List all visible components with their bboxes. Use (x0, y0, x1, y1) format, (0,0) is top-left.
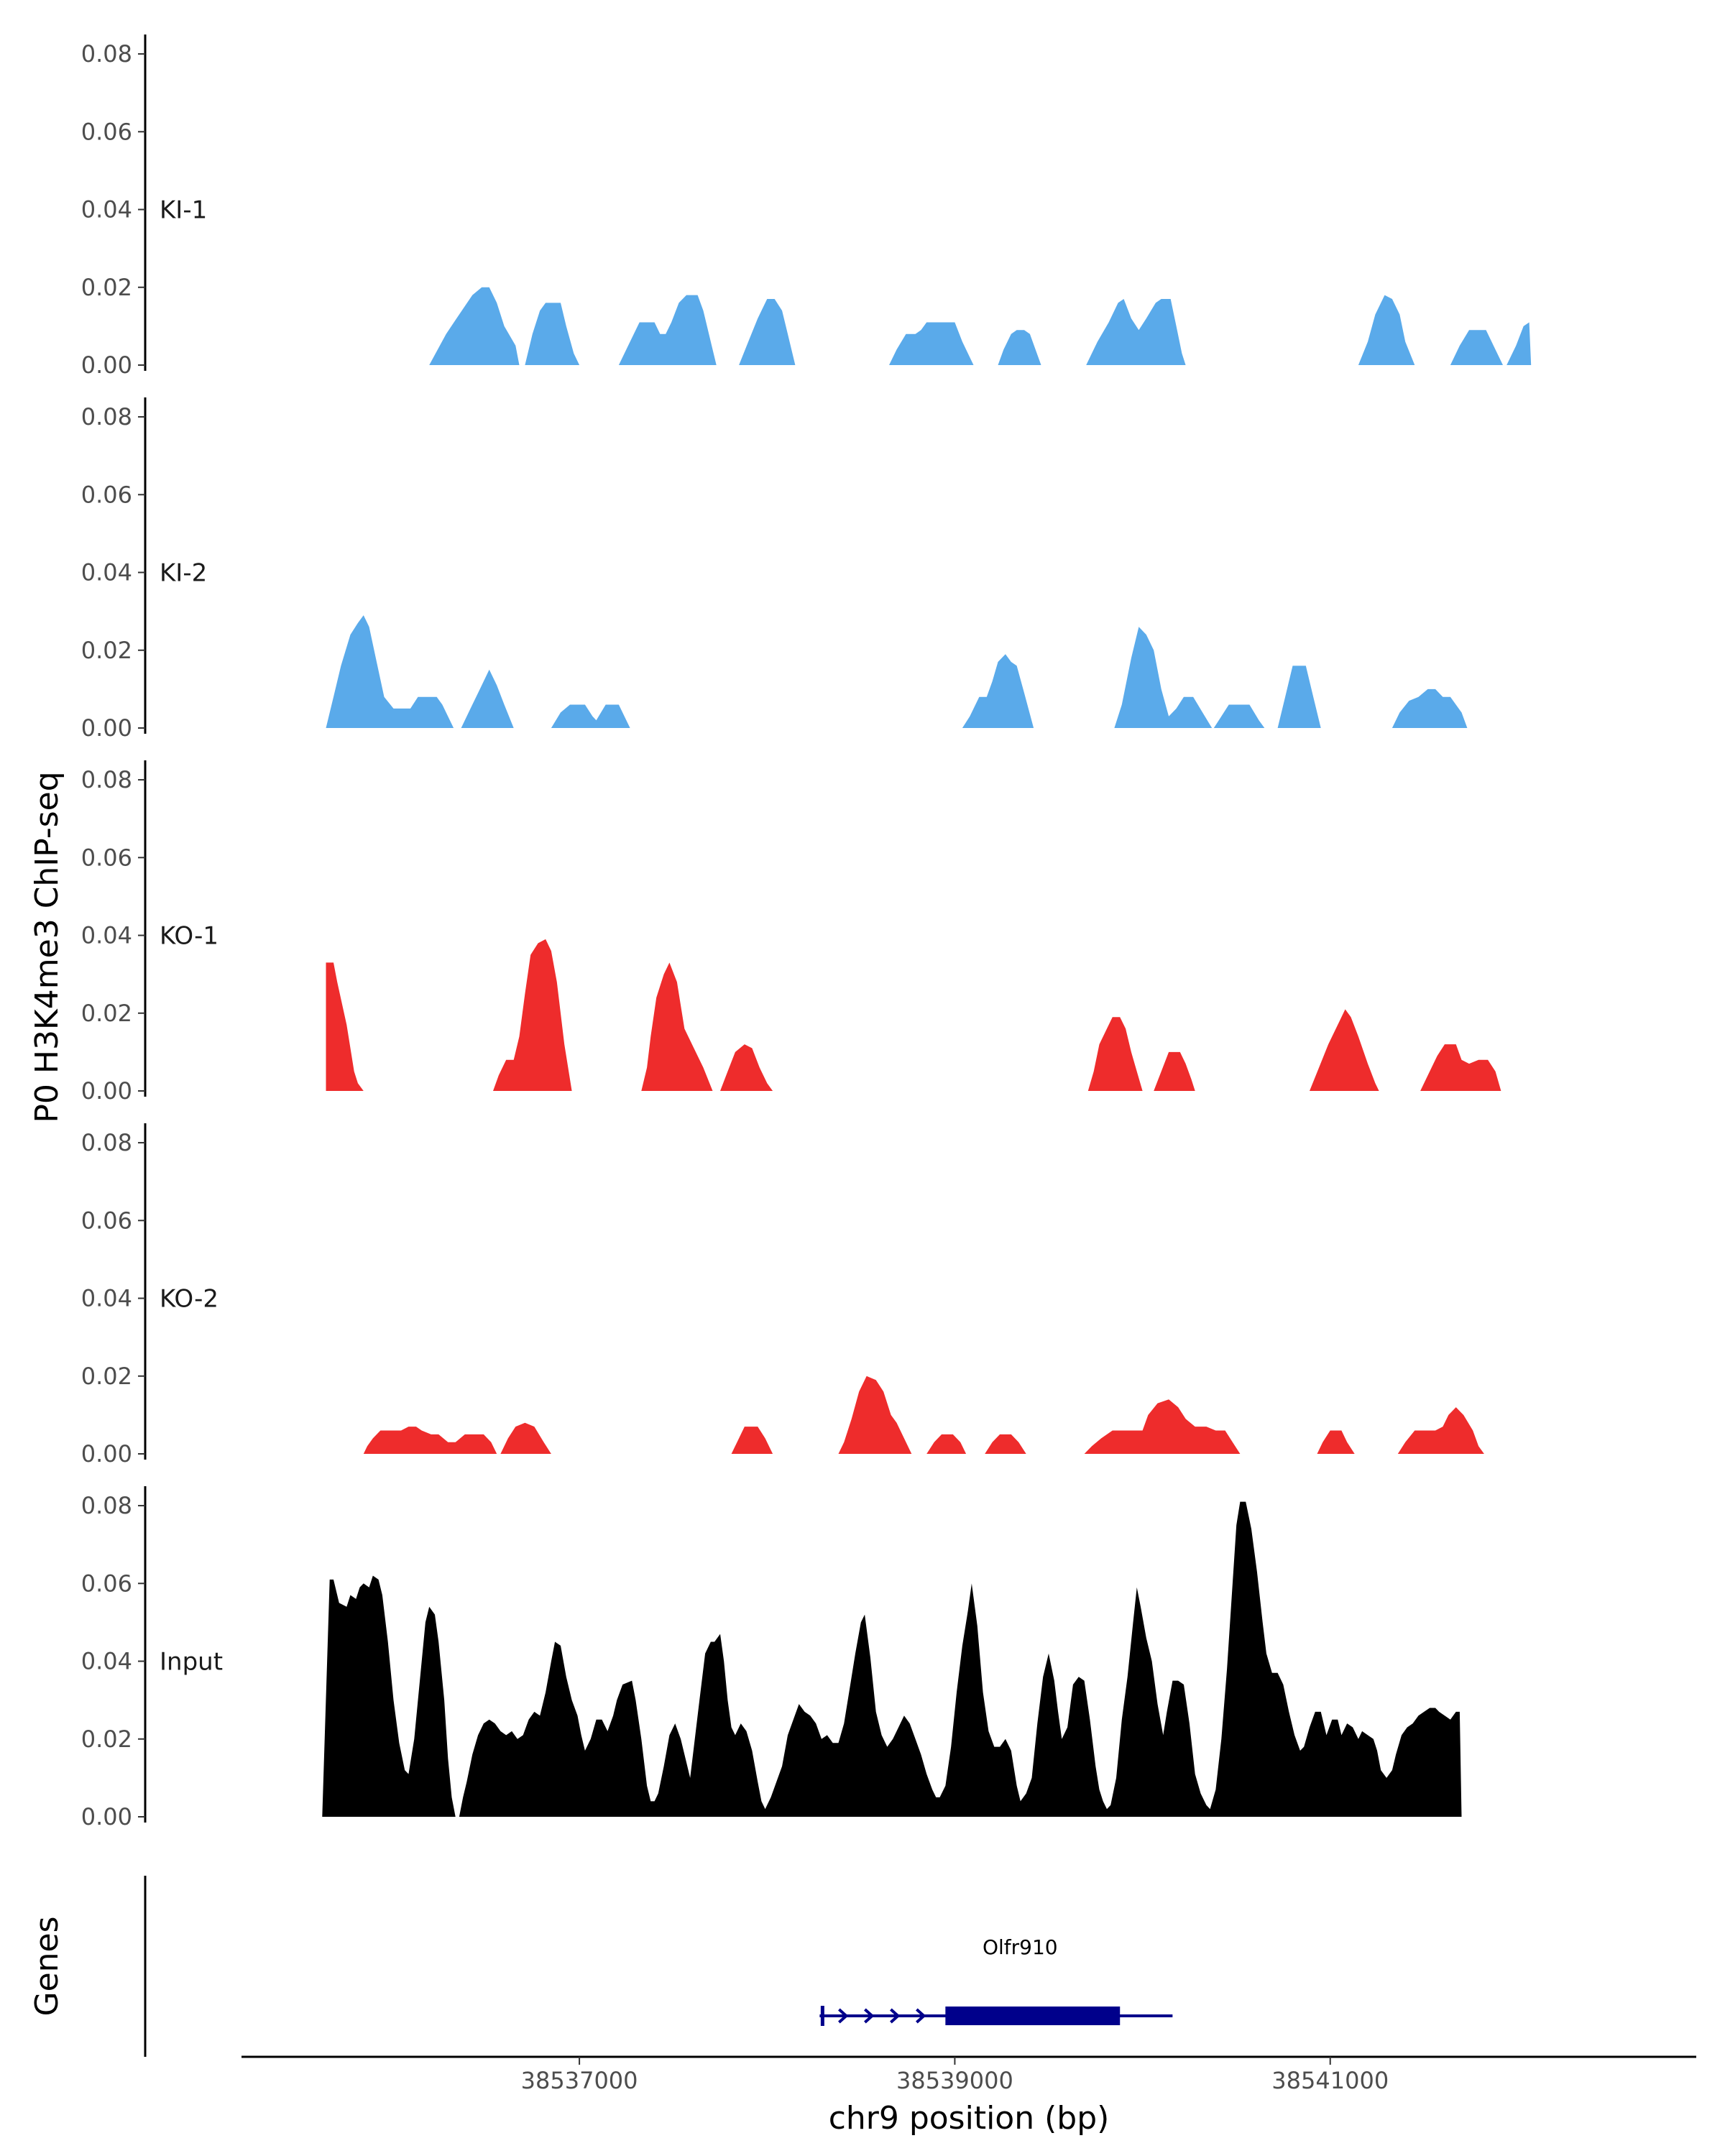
y-tick-label: 0.02 (81, 1363, 132, 1390)
y-tick-label: 0.04 (81, 1648, 132, 1675)
track-label: Input (160, 1648, 223, 1677)
y-tick-label: 0.02 (81, 637, 132, 664)
track-panel-input: 0.00 0.02 0.04 0.06 0.08 Input (81, 1486, 1462, 1830)
y-tick-label: 0.08 (81, 40, 132, 68)
genes-axis-title: Genes (29, 1916, 65, 2016)
x-tick-label: 38537000 (521, 2067, 638, 2094)
strand-arrow (838, 2008, 849, 2024)
signal-area-ko-2 (363, 1376, 1484, 1454)
gene-name-label: Olfr910 (983, 1935, 1058, 1959)
y-tick-label: 0.02 (81, 1000, 132, 1027)
y-tick-label: 0.04 (81, 922, 132, 949)
signal-area-ki-2 (326, 615, 1468, 728)
y-tick-label: 0.00 (81, 1077, 132, 1105)
tracks-layer: 0.00 0.02 0.04 0.06 0.08 KI-1 0.00 0.02 0.04 0.06… (81, 34, 1532, 1830)
strand-arrow (916, 2008, 926, 2024)
strand-arrow (890, 2008, 901, 2024)
track-panel-ko-2: 0.00 0.02 0.04 0.06 0.08 KO-2 (81, 1123, 1484, 1468)
y-tick-label: 0.00 (81, 714, 132, 742)
y-tick-label: 0.06 (81, 481, 132, 508)
y-tick-label: 0.02 (81, 1726, 132, 1753)
y-tick-label: 0.06 (81, 1207, 132, 1234)
y-tick-label: 0.08 (81, 403, 132, 430)
x-axis-title: chr9 position (bp) (829, 2100, 1110, 2137)
track-panel-ki-2: 0.00 0.02 0.04 0.06 0.08 KI-2 (81, 397, 1468, 742)
y-tick-label: 0.00 (81, 1803, 132, 1830)
y-tick-label: 0.08 (81, 766, 132, 793)
signal-area-ko-1 (326, 939, 1527, 1091)
y-axis-title: P0 H3K4me3 ChIP-seq (29, 771, 65, 1123)
y-tick-label: 0.06 (81, 844, 132, 871)
y-tick-label: 0.00 (81, 351, 132, 379)
y-tick-label: 0.04 (81, 196, 132, 224)
track-label: KI-2 (160, 559, 207, 588)
y-tick-label: 0.00 (81, 1440, 132, 1468)
y-tick-label: 0.08 (81, 1492, 132, 1519)
track-label: KO-1 (160, 922, 218, 951)
x-tick-label: 38541000 (1271, 2067, 1389, 2094)
y-tick-label: 0.02 (81, 274, 132, 301)
y-tick-label: 0.06 (81, 1570, 132, 1597)
y-tick-label: 0.04 (81, 559, 132, 586)
signal-area-input (322, 1501, 1462, 1817)
y-tick-label: 0.04 (81, 1285, 132, 1312)
signal-area-ki-1 (429, 287, 1532, 365)
x-tick-label: 38539000 (896, 2067, 1013, 2094)
track-label: KO-2 (160, 1285, 218, 1314)
track-panel-ko-1: 0.00 0.02 0.04 0.06 0.08 KO-1 (81, 760, 1527, 1105)
y-tick-label: 0.08 (81, 1129, 132, 1156)
track-panel-ki-1: 0.00 0.02 0.04 0.06 0.08 KI-1 (81, 34, 1532, 379)
track-label: KI-1 (160, 196, 207, 225)
genes-panel: Olfr910 (144, 1876, 1173, 2057)
y-tick-label: 0.06 (81, 118, 132, 145)
x-axis: 38537000 38539000 38541000 (242, 2055, 1696, 2094)
gene-exon-block (945, 2007, 1121, 2025)
strand-arrow (864, 2008, 875, 2024)
